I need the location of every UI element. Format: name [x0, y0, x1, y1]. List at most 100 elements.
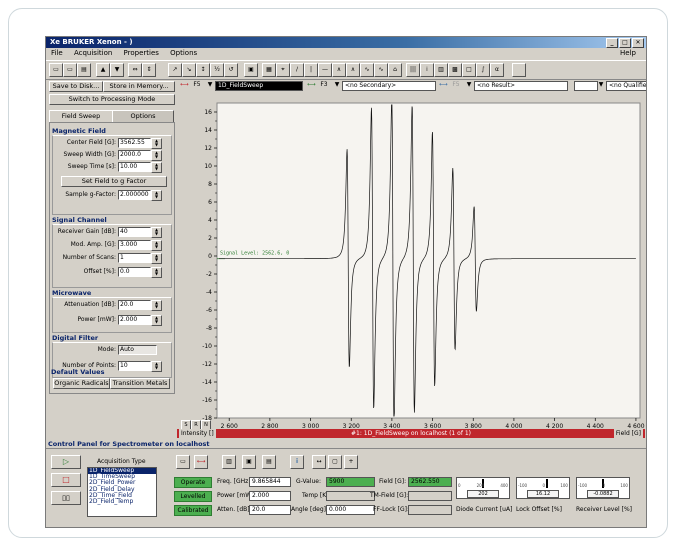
attenuation-spinner[interactable]: ▲ ▼ [151, 300, 162, 311]
receiver-gain-spinner[interactable]: ▲ ▼ [151, 227, 162, 238]
attenuation-input[interactable]: 20.0 [118, 300, 151, 310]
arrow-up-icon[interactable]: ▲ [96, 63, 110, 77]
blank-tool-icon[interactable] [512, 63, 526, 77]
secondary-dropdown-icon[interactable]: ▼ [334, 81, 340, 88]
acq-type-item[interactable]: 1D_TimeSweep [89, 473, 136, 481]
minimize-button[interactable]: _ [606, 38, 618, 48]
arrow-down-icon[interactable]: ▼ [110, 63, 124, 77]
peak-alt-icon[interactable]: ∧ [346, 63, 360, 77]
undo-icon[interactable]: ↺ [224, 63, 238, 77]
save-folder-icon[interactable]: ▭ [63, 63, 77, 77]
acq-type-item[interactable]: 2D_Field_Delay [89, 485, 135, 493]
scale-up-icon[interactable]: ↗ [168, 63, 182, 77]
set-g-factor-button[interactable]: Set Field to g Factor [61, 176, 167, 187]
cursor-icon[interactable]: ⌖ [276, 63, 290, 77]
acq-type-item[interactable]: 1D_FieldSweep [88, 468, 156, 475]
offset-input[interactable]: 0.0 [118, 267, 151, 277]
line-icon[interactable]: ∕ [290, 63, 304, 77]
cp-mode-icon[interactable]: ▣ [242, 455, 256, 469]
stop-button[interactable]: □ [51, 473, 81, 487]
wave-alt-icon[interactable]: ∿ [374, 63, 388, 77]
transition-metals-button[interactable]: Transition Metals [110, 378, 170, 389]
wave-icon[interactable]: ∿ [360, 63, 374, 77]
filter-points-input[interactable]: 10 [118, 361, 151, 371]
tab-options[interactable]: Options [112, 110, 174, 122]
menu-options[interactable]: Options [170, 49, 198, 57]
maximize-button[interactable]: □ [619, 38, 631, 48]
open-folder-icon[interactable]: ▭ [49, 63, 63, 77]
alpha-icon[interactable]: α [490, 63, 504, 77]
tab-field-sweep[interactable]: Field Sweep [49, 110, 113, 122]
qualifier-blank[interactable] [574, 81, 598, 91]
horizontal-line-icon[interactable]: — [318, 63, 332, 77]
grid-icon[interactable]: ▦ [262, 63, 276, 77]
power-input[interactable]: 2.000 [118, 315, 151, 325]
shift-icon[interactable]: ↕ [196, 63, 210, 77]
primary-channel-field[interactable]: 1D_FieldSweep [215, 81, 303, 91]
sample-g-spinner[interactable]: ▲ ▼ [151, 190, 162, 201]
menu-help[interactable]: Help [620, 49, 636, 57]
result-dropdown-icon[interactable]: ▼ [466, 81, 472, 88]
print-icon[interactable]: ▤ [77, 63, 91, 77]
menu-properties[interactable]: Properties [123, 49, 159, 57]
cp-arrows-icon[interactable]: ↔ [312, 455, 326, 469]
acq-type-item[interactable]: 2D_Field_Temp [89, 498, 134, 506]
marker-icon[interactable]: ⌂ [388, 63, 402, 77]
acquisition-type-list[interactable]: 1D_FieldSweep 1D_TimeSweep 2D_Field_Powe… [87, 467, 157, 517]
menu-acquisition[interactable]: Acquisition [73, 49, 113, 57]
display-icon[interactable]: ▣ [244, 63, 258, 77]
filter-points-spinner[interactable]: ▲ ▼ [151, 361, 162, 372]
mod-amp-spinner[interactable]: ▲ ▼ [151, 240, 162, 251]
sweep-width-spinner[interactable]: ▲ ▼ [151, 150, 162, 161]
integral-icon[interactable]: ∫ [476, 63, 490, 77]
qualifier-dropdown-icon[interactable]: ▼ [598, 81, 604, 88]
operate-status[interactable]: Operate [174, 477, 212, 488]
sweep-time-spinner[interactable]: ▲ ▼ [151, 162, 162, 173]
menu-file[interactable]: File [51, 49, 63, 57]
save-to-disk-button[interactable]: Save to Disk... [49, 81, 103, 92]
qualifier-field[interactable]: <no Qualifier> [606, 81, 646, 91]
offset-spinner[interactable]: ▲ ▼ [151, 267, 162, 278]
filter-mode-select[interactable]: Auto [118, 345, 157, 355]
power-spinner[interactable]: ▲ ▼ [151, 315, 162, 326]
mod-amp-input[interactable]: 3.000 [118, 240, 151, 250]
organic-radicals-button[interactable]: Organic Radicals [53, 378, 110, 389]
num-scans-spinner[interactable]: ▲ ▼ [151, 253, 162, 264]
sweep-time-input[interactable]: 10.00 [118, 162, 151, 172]
scatter-icon[interactable]: ⁞ [420, 63, 434, 77]
vertical-line-icon[interactable]: | [304, 63, 318, 77]
sample-g-input[interactable]: 2.000000 [118, 190, 151, 200]
num-scans-input[interactable]: 1 [118, 253, 151, 263]
center-field-input[interactable]: 3562.55 [118, 138, 151, 148]
peak-icon[interactable]: ∧ [332, 63, 346, 77]
receiver-gain-input[interactable]: 40 [118, 227, 151, 237]
zoom-x-icon[interactable]: ⇔ [128, 63, 142, 77]
bars-icon[interactable]: ||| [406, 63, 420, 77]
columns-icon[interactable]: ▥ [434, 63, 448, 77]
store-in-memory-button[interactable]: Store in Memory... [103, 81, 175, 92]
cp-scope-icon[interactable]: ▤ [262, 455, 276, 469]
cp-bars-icon[interactable]: ▥ [222, 455, 236, 469]
cp-window-icon[interactable]: ▭ [176, 455, 190, 469]
pause-button[interactable]: ▯▯ [51, 491, 81, 505]
primary-dropdown-icon[interactable]: ▼ [207, 81, 213, 88]
frame-icon[interactable]: □ [462, 63, 476, 77]
result-channel-field[interactable]: <no Result> [474, 81, 568, 91]
switch-processing-button[interactable]: Switch to Processing Mode [49, 94, 175, 105]
half-icon[interactable]: ½ [210, 63, 224, 77]
play-button[interactable]: ▷ [51, 455, 81, 469]
cp-info-icon[interactable]: i [290, 455, 304, 469]
cp-plus-icon[interactable]: + [344, 455, 358, 469]
acq-type-item[interactable]: 2D_Field_Power [89, 479, 136, 487]
cp-square-icon[interactable]: ▢ [328, 455, 342, 469]
scale-down-icon[interactable]: ↘ [182, 63, 196, 77]
block-icon[interactable]: ▩ [448, 63, 462, 77]
zoom-y-icon[interactable]: ⇕ [142, 63, 156, 77]
sweep-width-input[interactable]: 2000.0 [118, 150, 151, 160]
close-button[interactable]: ✕ [632, 38, 644, 48]
spectrum-chart[interactable]: 16 14 12 10 8 6 4 2 0 -2 -4 -6 -8 -10 -12 -14 -16 -18 2 60… [177, 97, 645, 435]
secondary-channel-field[interactable]: <no Secondary> [342, 81, 436, 91]
acq-type-item[interactable]: 2D_Time_Field [89, 491, 132, 499]
cp-tune-icon[interactable]: ⟷ [194, 455, 208, 469]
center-field-spinner[interactable]: ▲ ▼ [151, 138, 162, 149]
